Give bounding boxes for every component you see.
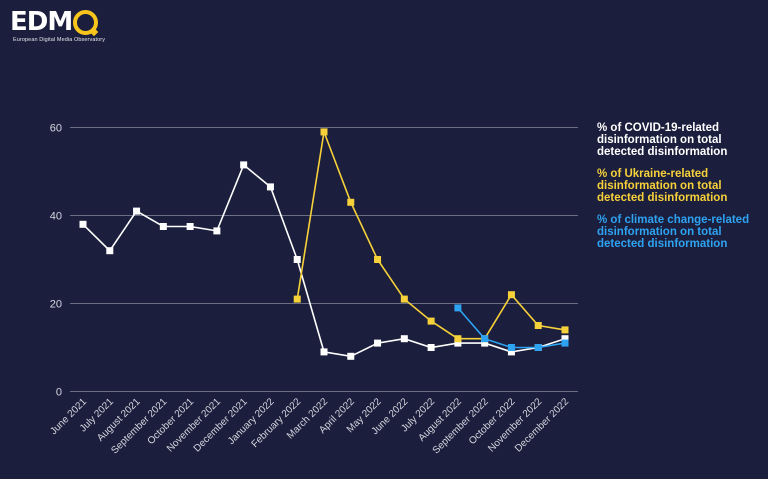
- series-climate: [454, 304, 569, 351]
- data-point-climate: [454, 304, 462, 312]
- legend-text-line: detected disinformation: [597, 192, 728, 204]
- data-point-covid: [481, 339, 489, 347]
- data-point-ukraine: [561, 326, 569, 334]
- data-point-covid: [320, 348, 328, 356]
- data-point-covid: [347, 352, 355, 360]
- series-group: [79, 128, 569, 360]
- legend-text-line: % of COVID-19-related: [597, 122, 720, 134]
- data-point-ukraine: [320, 128, 328, 136]
- legend-item-ukraine: % of Ukraine-related disinformation on to…: [597, 168, 767, 204]
- data-point-covid: [133, 207, 141, 215]
- series-line-covid: [82, 163, 566, 358]
- y-tick-label: 60: [50, 123, 62, 135]
- legend-text-line: disinformation on total: [597, 226, 722, 238]
- series-line-ukraine: [296, 128, 566, 340]
- logo-mark: EDM: [10, 8, 105, 36]
- data-point-covid: [159, 223, 167, 230]
- legend-text-line: % of Ukraine-related: [597, 168, 709, 180]
- legend-item-covid: % of COVID-19-related disinformation on t…: [597, 122, 767, 158]
- data-point-climate: [481, 335, 489, 343]
- data-point-ukraine: [293, 295, 301, 303]
- data-point-ukraine: [507, 291, 515, 299]
- y-tick-label: 40: [50, 211, 62, 223]
- data-point-climate: [507, 344, 515, 351]
- data-point-ukraine: [454, 335, 462, 343]
- data-point-covid: [293, 256, 301, 263]
- data-point-ukraine: [400, 295, 408, 303]
- y-axis-ticks: 0 20 40 60: [50, 123, 62, 399]
- series-ukraine: [293, 128, 569, 343]
- data-point-covid: [507, 348, 515, 356]
- legend-text-line: disinformation on total: [597, 180, 722, 192]
- data-point-covid: [106, 247, 114, 255]
- legend-text-line: % of climate change-related: [597, 214, 750, 226]
- logo-letters: EDM: [10, 7, 73, 37]
- legend-text-line: disinformation on total: [597, 134, 722, 146]
- data-point-covid: [240, 161, 248, 169]
- legend-text-line: detected disinformation: [597, 146, 728, 158]
- data-point-covid: [427, 344, 435, 351]
- data-point-ukraine: [427, 317, 435, 325]
- data-point-covid: [266, 183, 274, 191]
- legend-text-line: detected disinformation: [597, 238, 728, 250]
- logo-subtitle: European Digital Media Observatory: [13, 37, 106, 43]
- data-point-ukraine: [374, 256, 382, 263]
- legend-item-climate: % of climate change-related disinformatio…: [597, 214, 767, 250]
- data-point-ukraine: [534, 322, 542, 329]
- y-tick-label: 20: [50, 299, 62, 311]
- data-point-covid: [213, 227, 221, 235]
- edmo-logo: EDM European Digital Media Observatory: [10, 8, 105, 43]
- y-tick-label: 0: [56, 387, 62, 399]
- data-point-covid: [79, 220, 87, 228]
- series-covid: [79, 161, 569, 360]
- gridlines: [70, 127, 578, 392]
- data-point-climate: [561, 339, 569, 347]
- data-point-covid: [561, 335, 569, 343]
- data-point-climate: [534, 344, 542, 351]
- data-point-covid: [400, 335, 408, 343]
- data-point-covid: [374, 339, 382, 347]
- speech-bubble-icon: [73, 9, 99, 35]
- legend: % of COVID-19-related disinformation on t…: [597, 122, 767, 260]
- data-point-covid: [454, 339, 462, 347]
- data-point-covid: [186, 223, 194, 230]
- data-point-ukraine: [347, 198, 355, 206]
